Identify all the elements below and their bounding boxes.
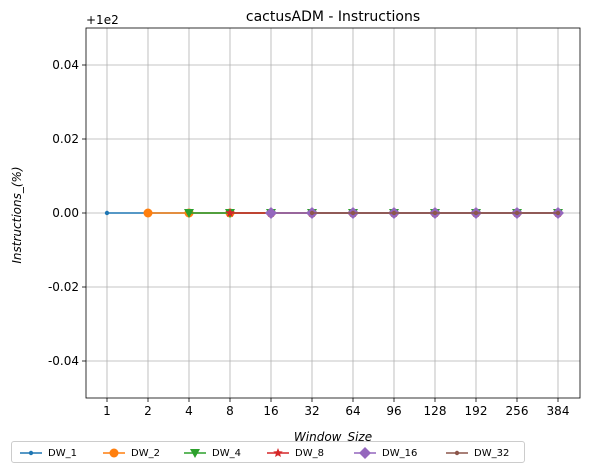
legend-label: DW_1 bbox=[48, 447, 77, 459]
data-point bbox=[514, 210, 520, 216]
legend-marker bbox=[273, 448, 283, 458]
x-tick-label: 192 bbox=[465, 404, 488, 418]
y-tick-label: -0.02 bbox=[48, 280, 79, 294]
legend-swatch bbox=[20, 450, 42, 456]
legend-swatch bbox=[267, 448, 289, 458]
chart-title: cactusADM - Instructions bbox=[246, 9, 420, 25]
data-point bbox=[225, 208, 235, 218]
legend-item: DW_4 bbox=[184, 445, 241, 461]
data-point bbox=[104, 210, 110, 216]
legend-item: DW_8 bbox=[267, 445, 324, 461]
data-point bbox=[432, 210, 438, 216]
y-tick-label: -0.04 bbox=[48, 354, 79, 368]
legend-item: DW_2 bbox=[103, 445, 160, 461]
legend-item: DW_1 bbox=[20, 445, 77, 461]
chart-legend: DW_1 DW_2 DW_4 DW_8 DW_16 DW_32 bbox=[11, 441, 525, 463]
data-point bbox=[473, 210, 479, 216]
x-tick-label: 96 bbox=[386, 404, 401, 418]
data-point bbox=[184, 209, 194, 218]
legend-label: DW_32 bbox=[474, 447, 510, 459]
x-tick-label: 64 bbox=[345, 404, 360, 418]
data-point bbox=[555, 210, 561, 216]
data-point bbox=[391, 210, 397, 216]
x-tick-label: 32 bbox=[304, 404, 319, 418]
legend-swatch bbox=[184, 449, 206, 458]
legend-swatch bbox=[103, 448, 125, 458]
x-tick-label: 384 bbox=[547, 404, 570, 418]
legend-swatch bbox=[446, 450, 468, 456]
y-tick-label: 0.02 bbox=[52, 132, 79, 146]
plot-frame bbox=[85, 27, 581, 399]
data-point bbox=[350, 210, 356, 216]
legend-swatch bbox=[354, 447, 376, 459]
y-offset-label: +1e2 bbox=[86, 13, 119, 27]
legend-marker bbox=[454, 450, 460, 456]
legend-item: DW_32 bbox=[446, 445, 509, 461]
legend-marker bbox=[109, 448, 119, 458]
legend-label: DW_4 bbox=[212, 447, 241, 459]
legend-label: DW_2 bbox=[131, 447, 160, 459]
data-point bbox=[143, 208, 153, 218]
x-tick-label: 128 bbox=[424, 404, 447, 418]
legend-marker bbox=[190, 449, 200, 458]
y-axis-label: Instructions_(%) bbox=[10, 166, 24, 263]
x-tick-label: 1 bbox=[103, 404, 111, 418]
data-point bbox=[265, 207, 277, 219]
series-dw-32 bbox=[309, 210, 561, 216]
y-tick-label: 0.04 bbox=[52, 58, 79, 72]
x-axis-label: Window_Size bbox=[294, 430, 372, 444]
data-point bbox=[309, 210, 315, 216]
x-tick-label: 4 bbox=[185, 404, 193, 418]
x-tick-label: 16 bbox=[263, 404, 278, 418]
x-tick-label: 2 bbox=[144, 404, 152, 418]
x-tick-label: 256 bbox=[506, 404, 529, 418]
y-tick-label: 0.00 bbox=[52, 206, 79, 220]
legend-marker bbox=[28, 450, 34, 456]
legend-label: DW_8 bbox=[295, 447, 324, 459]
legend-label: DW_16 bbox=[382, 447, 418, 459]
legend-marker bbox=[359, 447, 371, 459]
legend-item: DW_16 bbox=[354, 445, 417, 461]
x-tick-label: 8 bbox=[226, 404, 234, 418]
